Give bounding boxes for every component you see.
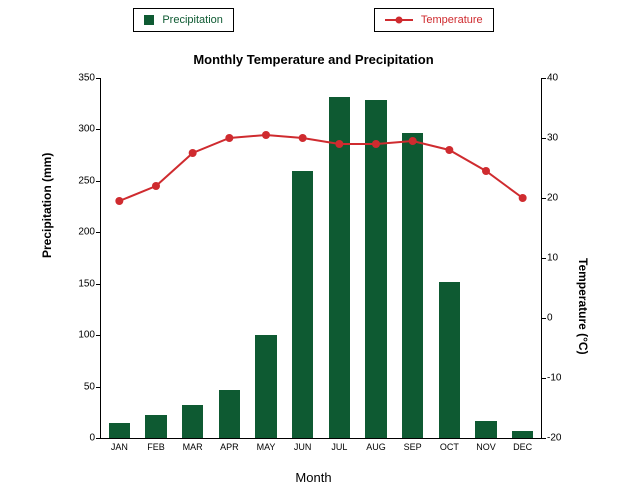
y-left-tick-label: 250 [55, 175, 95, 186]
chart-title: Monthly Temperature and Precipitation [0, 52, 627, 67]
y-left-tick-label: 200 [55, 227, 95, 238]
climograph-page: { "legend": { "precip_label": "Precipita… [0, 0, 627, 504]
temperature-point [152, 182, 160, 190]
y-right-tick [541, 198, 546, 199]
y-right-tick [541, 78, 546, 79]
x-tick-label: JUN [294, 442, 312, 452]
x-tick-label: MAR [183, 442, 203, 452]
y-left-tick-label: 300 [55, 124, 95, 135]
temperature-point [335, 140, 343, 148]
temperature-point [262, 131, 270, 139]
y-right-tick [541, 138, 546, 139]
y-right-tick-label: -10 [547, 373, 587, 384]
x-tick-label: JAN [111, 442, 128, 452]
plot-area: 050100150200250300350-20-10010203040JANF… [100, 78, 540, 438]
x-axis-label: Month [0, 470, 627, 485]
temperature-line-layer [101, 78, 541, 438]
plot-frame: 050100150200250300350-20-10010203040JANF… [100, 78, 542, 439]
legend-item-precipitation: Precipitation [133, 8, 234, 32]
y-right-tick [541, 258, 546, 259]
temperature-point [189, 149, 197, 157]
x-tick-label: MAY [257, 442, 276, 452]
legend-precipitation-label: Precipitation [162, 14, 223, 26]
y-left-tick [96, 438, 101, 439]
precipitation-swatch [144, 15, 154, 25]
temperature-point [519, 194, 527, 202]
temperature-point [225, 134, 233, 142]
y-left-tick-label: 50 [55, 381, 95, 392]
temperature-point [482, 167, 490, 175]
y-right-tick [541, 378, 546, 379]
x-tick-label: NOV [476, 442, 496, 452]
x-tick-label: FEB [147, 442, 165, 452]
x-tick-label: DEC [513, 442, 532, 452]
temperature-point [445, 146, 453, 154]
y-left-tick-label: 100 [55, 330, 95, 341]
legend-row: Precipitation Temperature [0, 8, 627, 36]
temperature-swatch [385, 15, 413, 25]
temperature-point [299, 134, 307, 142]
temperature-line [119, 135, 522, 201]
y-right-tick [541, 438, 546, 439]
legend-item-temperature: Temperature [374, 8, 494, 32]
y-left-tick-label: 350 [55, 73, 95, 84]
y-left-tick-label: 150 [55, 278, 95, 289]
y-right-tick-label: 40 [547, 73, 587, 84]
y-right-tick-label: 20 [547, 193, 587, 204]
legend-temperature-label: Temperature [421, 14, 483, 26]
y-right-tick-label: -20 [547, 433, 587, 444]
temperature-point [115, 197, 123, 205]
temperature-point [372, 140, 380, 148]
y-axis-right-label: Temperature (°C) [576, 258, 590, 355]
x-tick-label: AUG [366, 442, 386, 452]
y-right-tick [541, 318, 546, 319]
x-tick-label: OCT [440, 442, 459, 452]
x-tick-label: APR [220, 442, 239, 452]
x-tick-label: JUL [331, 442, 347, 452]
y-left-tick-label: 0 [55, 433, 95, 444]
x-tick-label: SEP [404, 442, 422, 452]
y-right-tick-label: 30 [547, 133, 587, 144]
y-axis-left-label: Precipitation (mm) [40, 153, 54, 258]
temperature-point [409, 137, 417, 145]
